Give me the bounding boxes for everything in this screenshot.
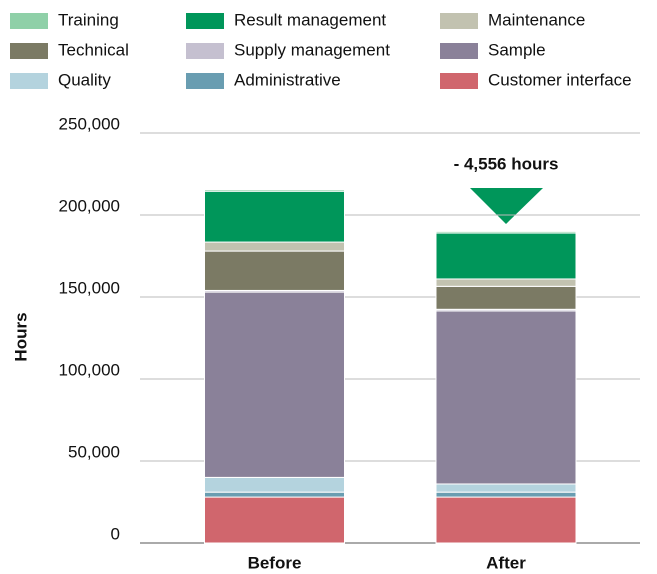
bar-segment [204,189,345,192]
legend-label: Sample [488,40,546,59]
legend-swatch [10,73,48,89]
bar-segment [204,496,345,544]
legend-label: Result management [234,10,386,29]
bar-segment [435,278,577,287]
bar-segment [435,285,577,310]
legend-swatch [440,73,478,89]
legend-label: Maintenance [488,10,585,29]
bar-segment [204,250,345,291]
bar-segment [204,491,345,498]
bar-segment [435,496,577,544]
legend-label: Quality [58,70,111,89]
y-tick-label: 50,000 [68,442,120,461]
bar-segment [435,310,577,485]
annotation-arrow [470,188,543,224]
x-tick-label: After [486,553,526,572]
legend-swatch [440,13,478,29]
legend-swatch [186,43,224,59]
legend-swatch [10,13,48,29]
y-tick-label: 200,000 [59,196,120,215]
x-tick-label: Before [248,553,302,572]
bar-segment [204,190,345,243]
bar-segment [204,291,345,478]
legend-label: Training [58,10,119,29]
bar-segment [204,476,345,493]
y-tick-label: 0 [111,524,120,543]
bar-segment [435,230,577,234]
bar-segment [204,241,345,252]
legend-swatch [440,43,478,59]
legend-swatch [186,73,224,89]
y-tick-label: 250,000 [59,114,120,133]
bar-segment [435,491,577,498]
y-axis-title: Hours [11,312,30,361]
bar-segment [435,483,577,493]
bar-segment [435,232,577,280]
legend-label: Technical [58,40,129,59]
y-tick-label: 100,000 [59,360,120,379]
legend-swatch [10,43,48,59]
y-tick-label: 150,000 [59,278,120,297]
legend-label: Customer interface [488,70,632,89]
legend-label: Administrative [234,70,341,89]
annotation: - 4,556 hours [454,154,559,173]
legend-swatch [186,13,224,29]
legend-label: Supply management [234,40,390,59]
